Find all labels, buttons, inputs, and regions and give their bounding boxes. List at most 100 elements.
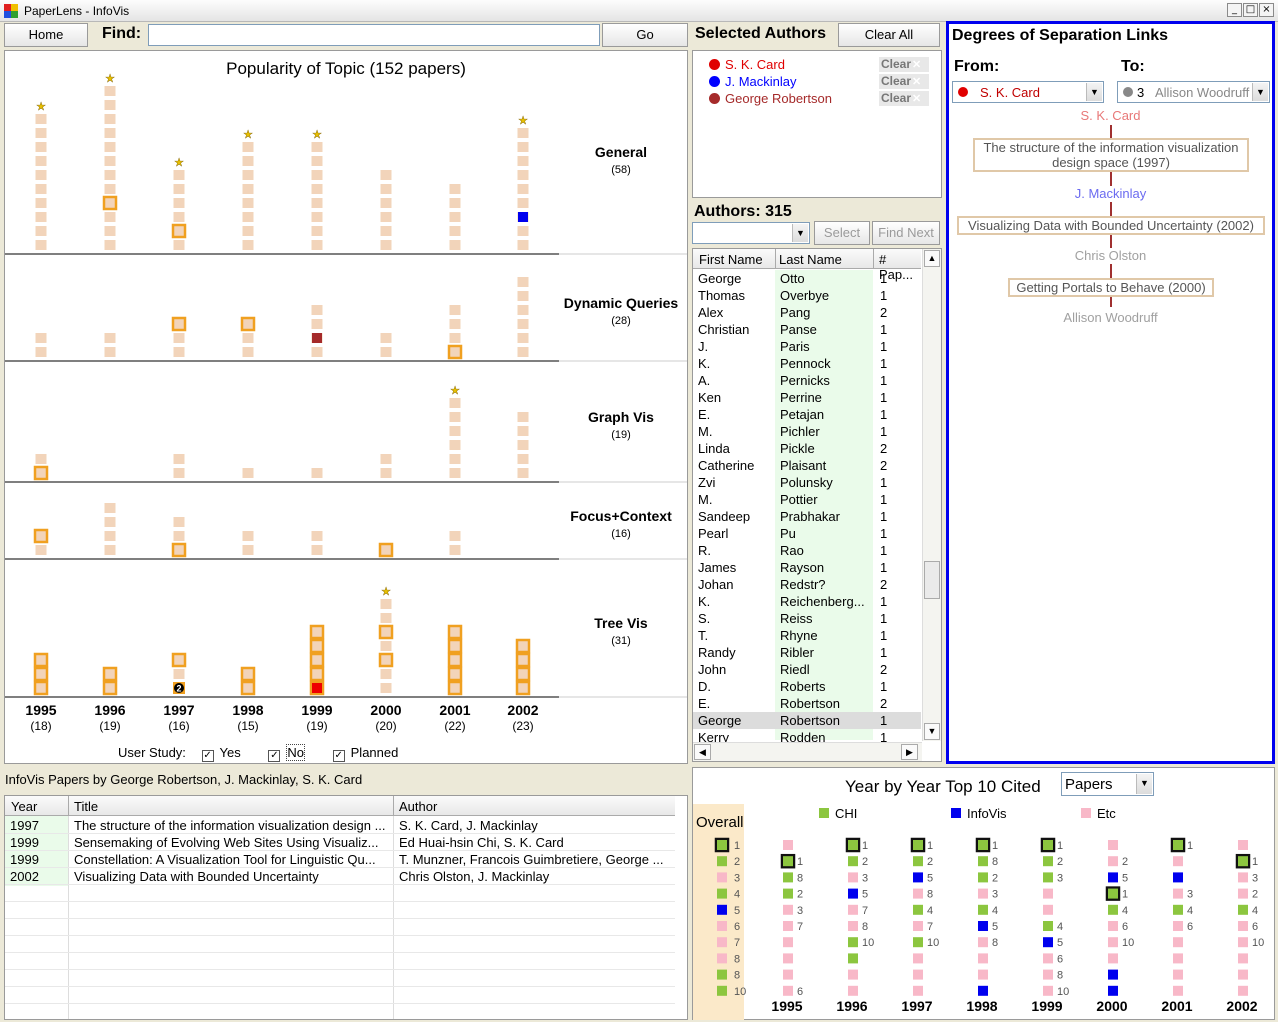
author-paper-mark[interactable] — [518, 212, 528, 222]
selected-author-item[interactable]: George Robertson Clear✕ — [693, 90, 941, 107]
cited-paper-square[interactable] — [1173, 921, 1183, 931]
selected-paper-mark[interactable] — [515, 680, 531, 696]
cited-paper-square[interactable] — [1108, 904, 1118, 915]
cited-paper-square[interactable] — [1238, 872, 1248, 883]
top-cited-highlight[interactable] — [714, 837, 730, 853]
cited-paper-square[interactable] — [1173, 904, 1183, 915]
paper-square[interactable] — [104, 333, 116, 343]
cited-paper-square[interactable] — [1173, 856, 1183, 867]
paper-square[interactable] — [35, 226, 47, 236]
paper-square[interactable] — [517, 683, 529, 693]
paper-square[interactable] — [517, 412, 529, 422]
paper-square[interactable] — [380, 468, 392, 478]
paper-square[interactable] — [311, 545, 323, 555]
paper-square[interactable] — [380, 347, 392, 357]
column-author[interactable]: Author — [399, 799, 438, 814]
cited-paper-square[interactable] — [848, 872, 858, 883]
paper-square[interactable] — [173, 198, 185, 208]
author-row[interactable]: Christian Panse 1 — [693, 321, 921, 338]
paper-square[interactable] — [242, 170, 254, 180]
to-dropdown[interactable]: 3 Allison Woodruff ▼ — [1117, 81, 1270, 103]
cited-paper-square[interactable] — [848, 904, 858, 915]
paper-square[interactable] — [35, 184, 47, 194]
selected-paper-mark[interactable] — [447, 666, 463, 682]
paper-square[interactable] — [311, 468, 323, 478]
paper-square[interactable] — [242, 184, 254, 194]
paper-square[interactable] — [35, 212, 47, 222]
paper-square[interactable] — [104, 347, 116, 357]
top-cited-highlight[interactable] — [1235, 853, 1251, 869]
paper-square[interactable] — [173, 170, 185, 180]
paper-square[interactable] — [104, 503, 116, 513]
selected-paper-mark[interactable] — [309, 652, 325, 668]
column-first-name[interactable]: First Name — [699, 252, 763, 267]
cited-paper-square[interactable] — [978, 888, 988, 899]
paper-square[interactable] — [311, 319, 323, 329]
paper-square[interactable] — [517, 468, 529, 478]
paper-square[interactable] — [242, 545, 254, 555]
paper-square[interactable] — [173, 468, 185, 478]
paper-square[interactable] — [449, 531, 461, 541]
paper-square[interactable] — [311, 305, 323, 315]
paper-square[interactable] — [311, 184, 323, 194]
cited-paper-square[interactable] — [1238, 921, 1248, 931]
paper-square[interactable] — [517, 319, 529, 329]
paper-square[interactable] — [517, 305, 529, 315]
paper-square[interactable] — [311, 240, 323, 250]
author-paper-mark[interactable] — [312, 333, 322, 343]
paper-square[interactable] — [35, 156, 47, 166]
paper-square[interactable] — [517, 291, 529, 301]
chain-paper[interactable]: The structure of the information visuali… — [973, 138, 1249, 172]
paper-square[interactable] — [35, 240, 47, 250]
paper-square[interactable] — [449, 655, 461, 665]
top-cited-highlight[interactable] — [845, 837, 861, 853]
paper-square[interactable] — [242, 142, 254, 152]
paper-square[interactable] — [380, 683, 392, 693]
scroll-left-icon[interactable]: ◀ — [694, 744, 711, 760]
author-row[interactable]: R. Rao 1 — [693, 542, 921, 559]
find-next-button[interactable]: Find Next — [872, 221, 940, 245]
cited-paper-square[interactable] — [1173, 840, 1183, 850]
paper-square[interactable] — [35, 333, 47, 343]
paper-square[interactable] — [449, 468, 461, 478]
paper-square[interactable] — [517, 655, 529, 665]
paper-square[interactable] — [449, 198, 461, 208]
cited-paper-square[interactable] — [913, 840, 923, 850]
no-checkbox[interactable]: ✓ — [268, 750, 281, 762]
cited-paper-square[interactable] — [1238, 856, 1248, 867]
cited-paper-square[interactable] — [1108, 969, 1118, 980]
paper-square[interactable] — [311, 627, 323, 637]
cited-paper-square[interactable] — [1043, 856, 1053, 867]
paper-square[interactable] — [380, 240, 392, 250]
selected-author-item[interactable]: J. Mackinlay Clear✕ — [693, 73, 941, 90]
paper-square[interactable] — [173, 319, 185, 329]
paper-square[interactable] — [35, 142, 47, 152]
cited-paper-square[interactable] — [978, 969, 988, 980]
cited-paper-square[interactable] — [848, 985, 858, 996]
cited-paper-square[interactable] — [783, 937, 793, 948]
cited-paper-square[interactable] — [1238, 953, 1248, 964]
cited-paper-square[interactable] — [1043, 953, 1053, 964]
paper-square[interactable] — [35, 114, 47, 124]
paper-square[interactable] — [104, 683, 116, 693]
scroll-up-icon[interactable]: ▲ — [924, 250, 940, 267]
cited-paper-square[interactable] — [717, 953, 727, 964]
paper-square[interactable] — [449, 669, 461, 679]
paper-square[interactable] — [311, 170, 323, 180]
column-num-papers[interactable]: # Pap... — [879, 252, 913, 282]
cited-paper-square[interactable] — [978, 904, 988, 915]
paper-square[interactable] — [311, 347, 323, 357]
paper-square[interactable] — [35, 655, 47, 665]
paper-square[interactable] — [35, 170, 47, 180]
topic-name[interactable]: Dynamic Queries — [564, 295, 679, 311]
paper-square[interactable] — [449, 398, 461, 408]
selected-author-item[interactable]: S. K. Card Clear✕ — [693, 56, 941, 73]
paper-square[interactable] — [517, 128, 529, 138]
paper-square[interactable] — [517, 426, 529, 436]
selected-paper-mark[interactable] — [33, 652, 49, 668]
cited-paper-square[interactable] — [1043, 921, 1053, 931]
cited-paper-square[interactable] — [1108, 888, 1118, 899]
paper-square[interactable] — [104, 198, 116, 208]
cited-paper-square[interactable] — [913, 985, 923, 996]
paper-square[interactable] — [104, 226, 116, 236]
